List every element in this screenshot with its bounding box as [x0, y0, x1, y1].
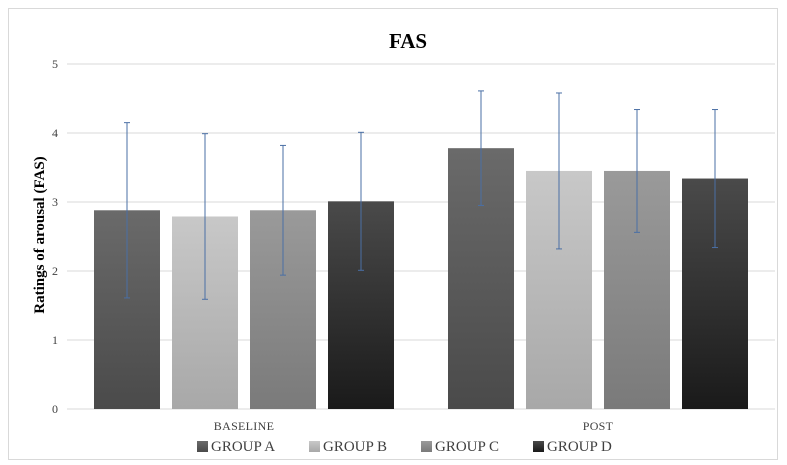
y-tick-label: 5 — [52, 57, 58, 71]
y-tick-label: 3 — [52, 195, 58, 209]
legend-label: GROUP D — [547, 439, 612, 455]
legend-item: GROUP B — [309, 439, 387, 455]
legend-item: GROUP A — [197, 439, 275, 455]
legend-swatch — [421, 441, 432, 452]
legend-label: GROUP B — [323, 439, 387, 455]
legend-swatch — [533, 441, 544, 452]
x-category-label: POST — [583, 419, 614, 433]
legend-swatch — [309, 441, 320, 452]
x-category-label: BASELINE — [214, 419, 274, 433]
legend-item: GROUP C — [421, 439, 499, 455]
y-tick-label: 1 — [52, 333, 58, 347]
legend-label: GROUP A — [211, 439, 275, 455]
legend-item: GROUP D — [533, 439, 612, 455]
y-tick-label: 0 — [52, 402, 58, 416]
legend-swatch — [197, 441, 208, 452]
legend-label: GROUP C — [435, 439, 499, 455]
chart-title: FAS — [389, 29, 427, 53]
y-tick-label: 4 — [52, 126, 58, 140]
y-tick-label: 2 — [52, 264, 58, 278]
y-axis-label: Ratings of arousal (FAS) — [32, 156, 48, 313]
